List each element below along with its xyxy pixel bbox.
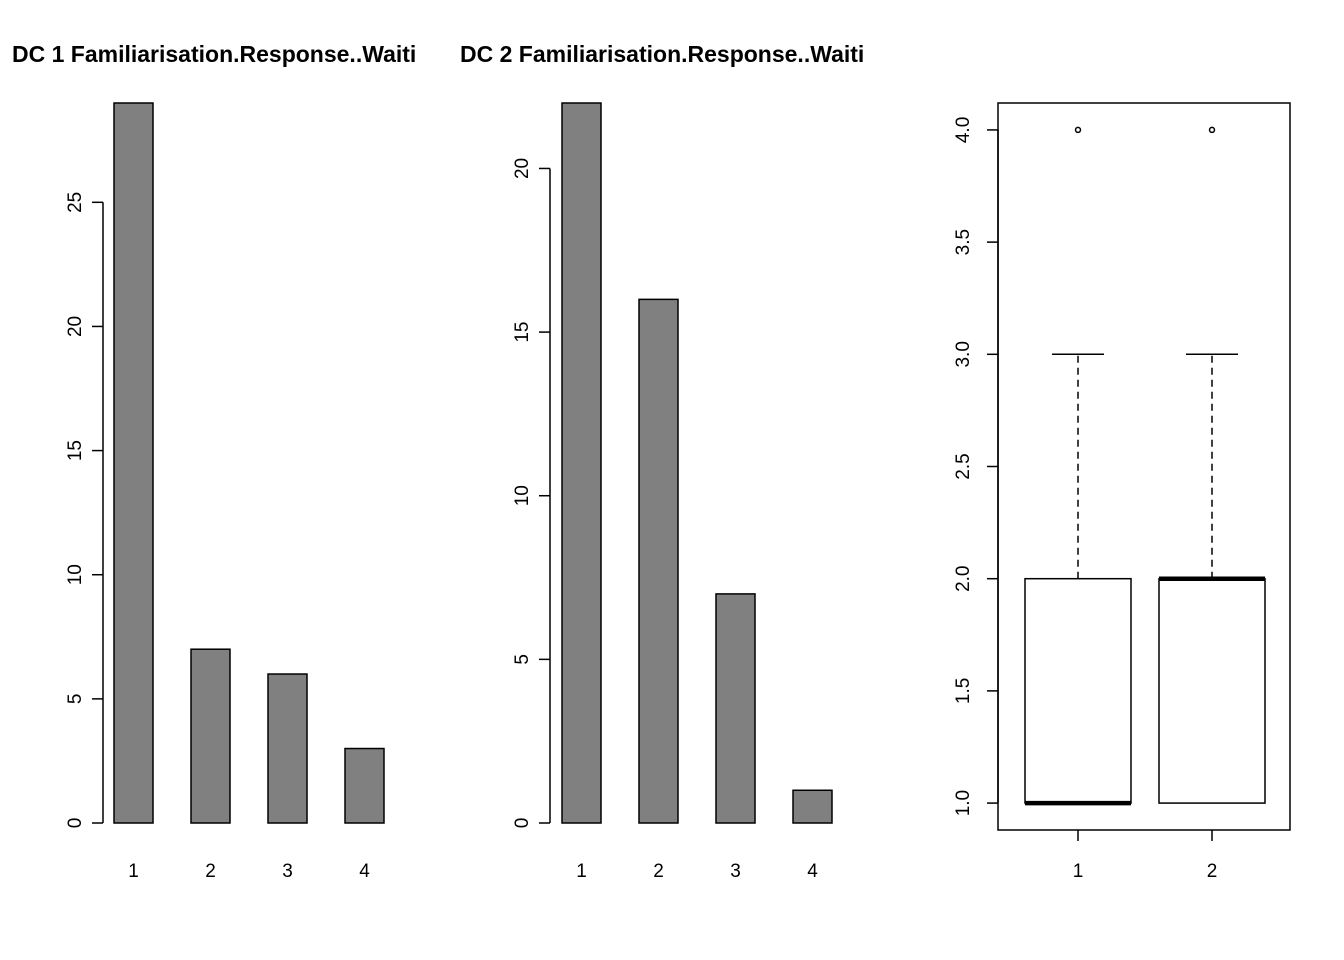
x-tick-label: 4 [807, 861, 818, 882]
x-tick-label: 1 [576, 861, 587, 882]
box-group [1158, 126, 1266, 804]
y-tick-label: 15 [65, 440, 86, 461]
x-tick-labels: 1 2 3 4 [576, 861, 818, 882]
boxes [1024, 126, 1266, 806]
y-tick-label: 10 [65, 564, 86, 585]
x-tick-label: 2 [1207, 861, 1218, 882]
outlier-point [1208, 126, 1216, 134]
bar [715, 593, 756, 824]
box-group [1024, 126, 1132, 806]
x-tick-label: 3 [730, 861, 741, 882]
y-tick-label: 20 [512, 158, 533, 179]
y-tick-label: 20 [65, 316, 86, 337]
box [1158, 577, 1266, 804]
y-tick-label: 4.0 [953, 117, 974, 143]
bar-chart-dc1: DC 1 Familiarisation.Response..Waiti 0 5 1… [12, 41, 416, 882]
x-tick-label: 2 [653, 861, 664, 882]
y-tick-label: 1.5 [953, 678, 974, 704]
y-tick-label: 10 [512, 485, 533, 506]
x-tick-labels: 1 2 3 4 [128, 861, 370, 882]
y-tick-label: 3.0 [953, 341, 974, 367]
bar [267, 673, 308, 824]
y-tick-label: 2.0 [953, 565, 974, 591]
x-tick-label: 1 [1073, 861, 1084, 882]
chart-title: DC 1 Familiarisation.Response..Waiti [12, 41, 416, 67]
y-axis: 0 5 10 15 20 [512, 158, 551, 829]
y-tick-label: 0 [65, 818, 86, 829]
y-axis: 1.0 1.5 2.0 2.5 3.0 3.5 4.0 [953, 117, 999, 816]
x-tick-label: 2 [205, 861, 216, 882]
y-tick-label: 5 [65, 694, 86, 705]
x-tick-label: 1 [128, 861, 139, 882]
x-tick-label: 4 [359, 861, 370, 882]
y-tick-label: 3.5 [953, 229, 974, 255]
y-axis: 0 5 10 15 20 25 [65, 192, 104, 829]
chart-title: DC 2 Familiarisation.Response..Waiti [460, 41, 864, 67]
bars [113, 102, 385, 824]
y-tick-label: 15 [512, 322, 533, 343]
bar-chart-dc2: DC 2 Familiarisation.Response..Waiti 0 5 1… [460, 41, 864, 882]
box [1024, 577, 1132, 804]
y-tick-label: 5 [512, 654, 533, 665]
bar [190, 648, 231, 824]
bar [638, 298, 679, 824]
x-tick-label: 3 [282, 861, 293, 882]
bar [344, 747, 385, 824]
y-tick-label: 1.0 [953, 790, 974, 816]
outlier-point [1074, 126, 1082, 134]
bar [792, 789, 833, 824]
y-tick-label: 2.5 [953, 453, 974, 479]
bar [113, 102, 154, 824]
bars [561, 102, 833, 824]
y-tick-label: 0 [512, 818, 533, 829]
bar [561, 102, 602, 824]
y-tick-label: 25 [65, 192, 86, 213]
